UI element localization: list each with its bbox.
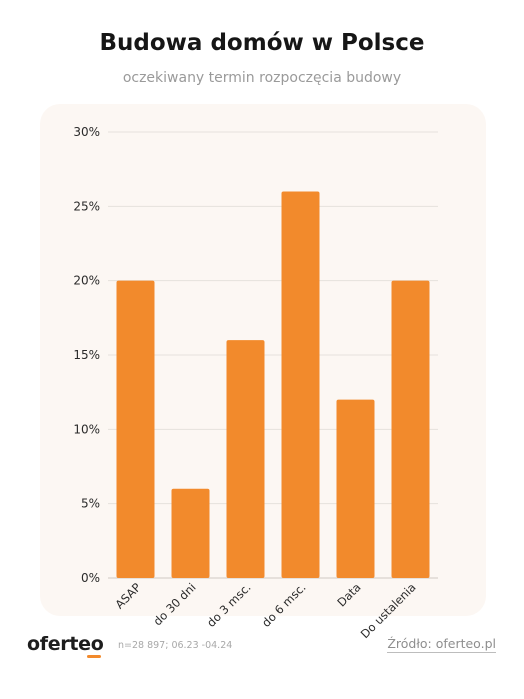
y-tick-label: 20% [73, 274, 100, 288]
y-tick-label: 15% [73, 348, 100, 362]
oferteo-logo: oferteo [27, 633, 104, 658]
y-tick-label: 25% [73, 199, 100, 213]
bars [116, 191, 430, 578]
bar-do-6-msc [281, 191, 320, 578]
y-tick-label: 5% [81, 497, 100, 511]
bar-do-3-msc [226, 340, 265, 578]
y-tick-label: 0% [81, 571, 100, 585]
y-tick-label: 10% [73, 422, 100, 436]
logo-text: oferteo [27, 633, 104, 655]
source-link[interactable]: Źródło: oferteo.pl [387, 636, 496, 653]
y-axis-ticks: 0% 5% 10% 15% 20% 25% 30% [73, 125, 100, 585]
logo-underline [87, 655, 101, 658]
sample-note: n=28 897; 06.23 -04.24 [118, 640, 233, 651]
chart-title: Budowa domów w Polsce [99, 30, 425, 56]
bar-asap [116, 280, 155, 578]
x-tick-label: do 6 msc. [259, 580, 309, 630]
bar-do-30-dni [171, 488, 210, 578]
x-tick-label: Data [334, 580, 363, 609]
x-tick-label: do 3 msc. [204, 580, 254, 630]
x-tick-label: ASAP [112, 580, 143, 611]
bar-do-ustalenia [391, 280, 430, 578]
x-tick-label: do 30 dni [150, 580, 198, 628]
bar-data [336, 399, 375, 578]
chart-subtitle: oczekiwany termin rozpoczęcia budowy [122, 70, 402, 86]
y-tick-label: 30% [73, 125, 100, 139]
x-tick-label: Do ustalenia [358, 580, 419, 641]
grid-lines [108, 131, 438, 579]
